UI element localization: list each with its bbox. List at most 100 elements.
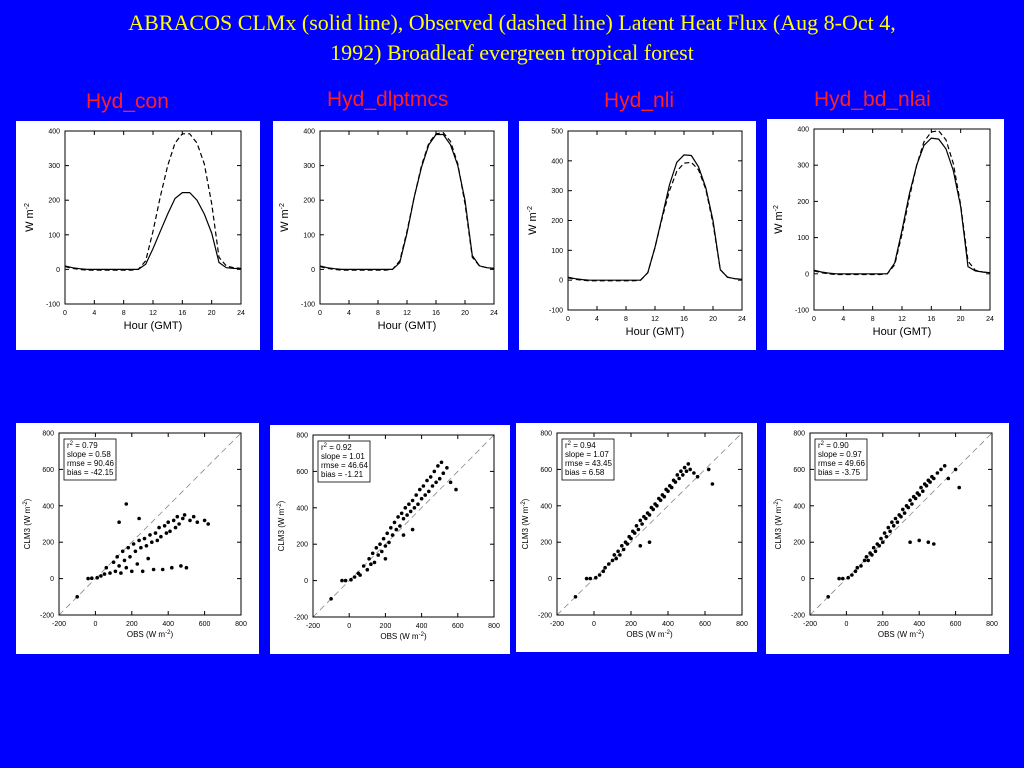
plot-frame [567,130,743,311]
scatter-point [695,474,700,479]
stat-bias: bias = -42.15 [67,468,114,477]
x-axis-label: OBS (W m-2) [626,630,673,639]
scatter-point [389,526,393,530]
scatter-point [153,531,158,535]
y-tick-label: 300 [303,163,315,170]
scatter-point [175,514,180,519]
scatter-point [148,533,152,537]
scatter-point [932,542,936,546]
x-tick-label: 400 [913,621,925,628]
scatter-point [387,540,391,545]
x-axis-label: OBS (W m-2) [878,630,925,639]
x-tick-label: 20 [208,310,216,317]
x-axis-label: OBS (W m-2) [380,632,427,641]
y-tick-label: 600 [793,467,805,474]
stats-box [63,438,117,481]
scatter-point [410,498,415,503]
y-tick-label: 500 [551,129,563,136]
scatter-point [644,516,648,521]
plot-group: -200 0 200 400 600 800 -200 0 200 400 600 800 r2 = 0… [774,431,998,640]
scatter-point [621,547,626,552]
scatter-point [130,569,134,574]
y-tick-label: 800 [793,431,805,438]
scatter-point [662,494,667,499]
scatter-point [122,558,127,563]
diurnal-chart-hyd-nli: 0 4 8 12 16 20 24 -100 0 100 200 300 400 500 Hour (GMT… [519,121,756,350]
scatter-point [601,569,606,574]
plot-frame [58,432,242,616]
scatter-point [184,565,189,570]
x-tick-label: 400 [162,621,174,628]
scatter-point [408,509,413,514]
scatter-point [673,480,678,484]
scatter-point [853,569,858,574]
stats-box [814,438,868,481]
scatter-point [932,476,936,481]
scatter-point [688,467,692,472]
x-tick-label: 12 [898,316,906,323]
stat-slope: slope = 1.01 [321,452,365,461]
scatter-point [855,565,860,570]
y-tick-label: 200 [797,199,809,206]
x-tick-label: 400 [416,623,428,630]
scatter-point [421,484,426,488]
scatter-point [655,504,659,508]
scatter-point [666,489,670,493]
x-tick-label: 0 [93,621,97,628]
scatter-point [439,460,444,465]
scatter-point [647,513,652,517]
scatter-point [412,506,417,510]
model-series-line [567,154,743,281]
title-line-1: ABRACOS CLMx (solid line), Observed (das… [128,10,896,35]
scatter-chart-hyd-con: -200 0 200 400 600 800 -200 0 200 400 600 800 r2 = 0… [16,423,259,654]
scatter-point [416,502,420,506]
x-tick-label: 800 [736,621,748,628]
stat-bias: bias = -1.21 [321,470,364,479]
scatter-point [177,522,181,526]
model-series-line [813,137,991,275]
scatter-point [873,549,878,554]
stat-r2: r2 = 0.94 [565,441,596,450]
scatter-point [616,549,620,554]
scatter-point [434,480,438,485]
observed-series-line [567,161,743,282]
plot-frame [813,128,991,311]
stat-rmse: rmse = 90.46 [67,459,114,468]
y-axis-label: CLM3 (W m-2) [774,498,783,549]
y-tick-label: 600 [540,467,552,474]
scatter-point [376,553,380,557]
plot-frame [312,434,495,618]
scatter-point [425,478,429,483]
y-axis-label: W m-2 [279,203,291,232]
y-tick-label: -200 [294,615,308,622]
scatter-point [935,471,940,475]
plot-frame [809,432,993,616]
scatter-point [401,516,406,521]
x-tick-label: 200 [126,621,138,628]
scatter-chart-hyd-dlptmcs: -200 0 200 400 600 800 -200 0 200 400 600 800 r2 = 0… [270,425,510,654]
y-tick-label: 200 [296,542,308,549]
scatter-point [893,516,898,521]
scatter-point [352,575,357,579]
scatter-point [405,513,409,517]
x-tick-label: 0 [592,621,596,628]
scatter-point [448,480,453,485]
scatter-point [150,540,154,544]
scatter-point [837,576,841,581]
scatter-point [120,549,125,554]
scatter-point [124,502,129,506]
stat-slope: slope = 1.07 [565,450,609,459]
scatter-point [603,565,607,570]
diurnal-chart-hyd-dlptmcs: 0 4 8 12 16 20 24 -100 0 100 200 300 400 Hour (GMT) W … [273,121,508,350]
scatter-point [684,469,689,473]
y-tick-label: 400 [48,129,60,136]
y-tick-label: 0 [805,271,809,278]
scatter-point [908,540,912,544]
x-tick-label: 24 [490,310,498,317]
scatter-point [957,485,961,490]
scatter-point [423,493,427,497]
scatter-point [202,518,207,523]
x-tick-label: 8 [871,316,875,323]
x-tick-label: 12 [149,310,157,317]
scatter-point [882,531,887,535]
